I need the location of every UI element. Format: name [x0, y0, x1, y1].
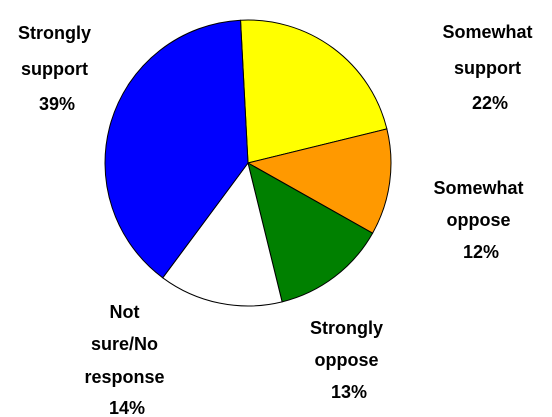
label-line: oppose [446, 210, 510, 230]
label-line: sure/No [91, 334, 158, 354]
label-line: Not [109, 302, 139, 322]
pie-slice-0 [240, 19, 388, 164]
slice-label-not-sure: Not sure/No response 14% [84, 302, 169, 417]
label-line: Somewhat [433, 178, 523, 198]
slice-label-somewhat-support: Somewhat support 22% [442, 22, 537, 113]
pie-slice-3 [162, 162, 283, 307]
pie-slice-2 [247, 162, 374, 303]
pie-slices [104, 19, 392, 307]
label-line: support [21, 59, 88, 79]
slice-label-strongly-oppose: Strongly oppose 13% [310, 318, 388, 402]
pie-slice-4 [104, 19, 249, 279]
label-percent: 14% [109, 398, 145, 417]
slice-label-strongly-support: Strongly support 39% [18, 23, 96, 114]
pie-slice-1 [247, 128, 392, 234]
label-line: Strongly [18, 23, 91, 43]
label-percent: 12% [463, 242, 499, 262]
label-line: support [454, 58, 521, 78]
label-percent: 22% [472, 93, 508, 113]
label-line: Strongly [310, 318, 383, 338]
slice-label-somewhat-oppose: Somewhat oppose 12% [433, 178, 528, 262]
label-line: Somewhat [442, 22, 532, 42]
label-percent: 13% [331, 382, 367, 402]
label-percent: 39% [39, 94, 75, 114]
label-line: oppose [314, 350, 378, 370]
label-line: response [84, 367, 164, 387]
